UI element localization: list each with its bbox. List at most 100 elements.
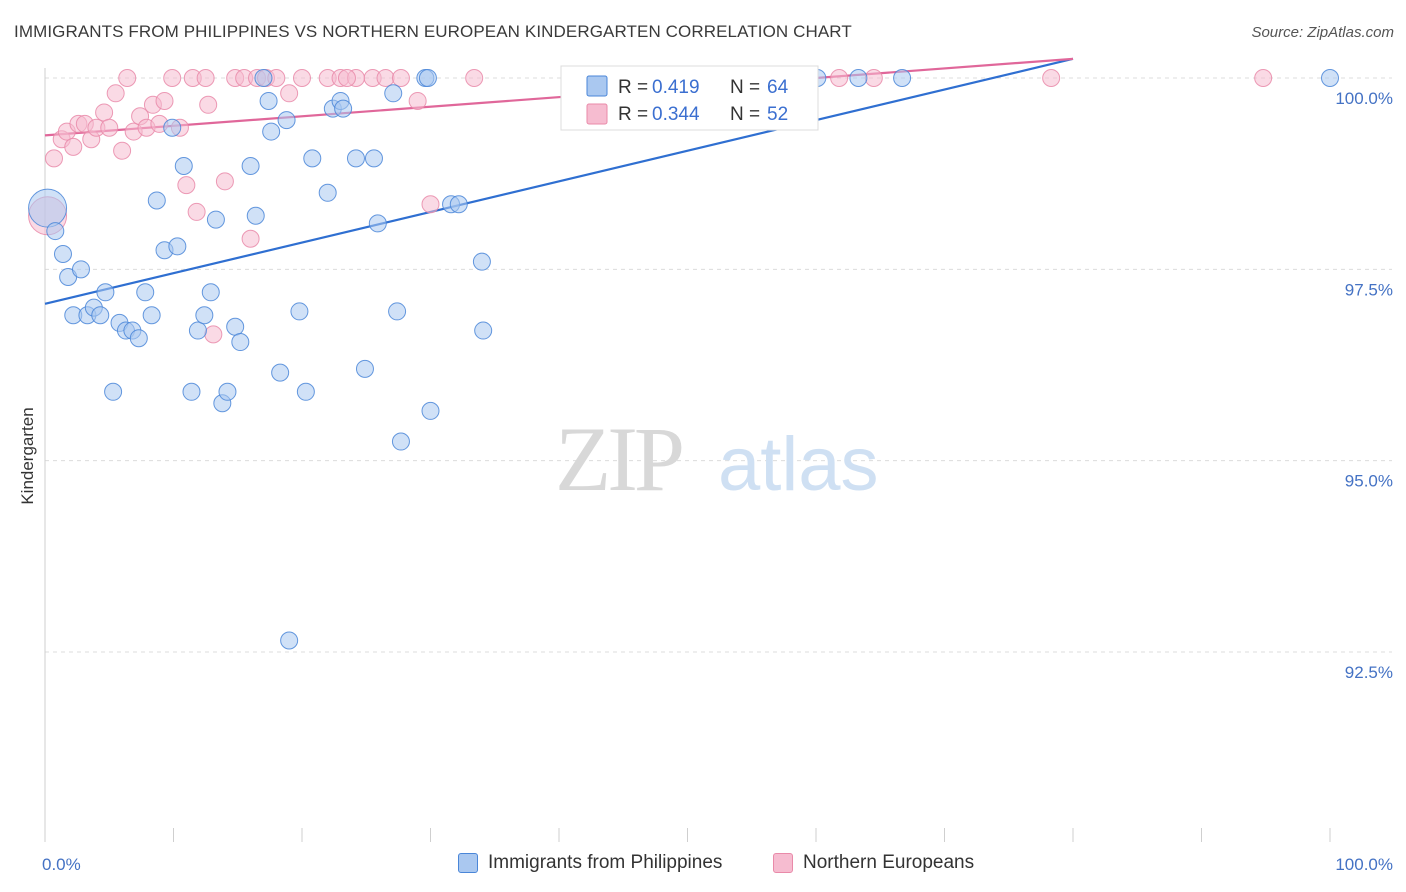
philippines-point	[136, 283, 155, 302]
legend-label-northern: Northern Europeans	[803, 852, 975, 873]
northern-point	[163, 69, 182, 87]
philippines-point	[418, 69, 437, 87]
northern-point	[113, 141, 132, 160]
philippines-point	[246, 206, 265, 225]
philippines-point	[53, 245, 72, 264]
legend-item-philippines: Immigrants from Philippines	[458, 852, 722, 874]
northern-point	[1042, 69, 1061, 87]
philippines-point	[384, 84, 403, 103]
philippines-point	[226, 317, 245, 336]
northern-point	[155, 91, 174, 110]
correlation-legend: R = 0.419 N = 64 R = 0.344 N = 52	[560, 65, 819, 131]
legend-n-label-1: N =	[730, 77, 760, 98]
philippines-point	[188, 321, 207, 340]
philippines-point	[849, 69, 868, 87]
watermark-atlas: atlas	[718, 422, 879, 507]
philippines-point	[355, 359, 374, 378]
philippines-point	[388, 302, 407, 321]
series-legend: Immigrants from Philippines Northern Eur…	[0, 852, 1406, 878]
northern-point	[465, 69, 484, 87]
philippines-point	[201, 283, 220, 302]
northern-point	[1254, 69, 1273, 87]
legend-r-label-1: R =	[618, 77, 648, 98]
northern-trend-line	[44, 57, 1074, 137]
philippines-point	[893, 69, 912, 87]
legend-n-value-2: 52	[767, 104, 788, 125]
philippines-point	[474, 321, 493, 340]
philippines-point	[129, 329, 148, 348]
legend-swatch-northern	[586, 103, 608, 125]
y-tick-label: 97.5%	[1345, 280, 1393, 299]
northern-point	[106, 84, 125, 103]
philippines-point	[262, 122, 281, 141]
philippines-point	[364, 149, 383, 168]
philippines-point	[96, 283, 115, 302]
philippines-point	[163, 118, 182, 137]
philippines-point	[28, 188, 68, 228]
y-tick-label: 100.0%	[1335, 89, 1393, 108]
northern-point	[199, 95, 218, 114]
northern-point	[241, 229, 260, 248]
philippines-point	[168, 237, 187, 256]
legend-item-northern: Northern Europeans	[773, 852, 974, 874]
philippines-point	[206, 210, 225, 229]
legend-swatch-philippines	[586, 75, 608, 97]
northern-point	[204, 325, 223, 344]
data-points	[28, 69, 1339, 650]
trend-lines	[44, 57, 1074, 305]
northern-point	[391, 69, 410, 87]
philippines-trend-line	[44, 57, 1074, 305]
y-axis-label: Kindergarten	[18, 407, 37, 504]
northern-point	[95, 103, 114, 122]
legend-r-value-1: 0.419	[652, 77, 700, 98]
northern-point	[187, 202, 206, 221]
philippines-point	[218, 382, 237, 401]
legend-r-label-2: R =	[618, 104, 648, 125]
philippines-point	[195, 306, 214, 325]
philippines-point	[271, 363, 290, 382]
philippines-point	[334, 99, 353, 118]
philippines-point	[231, 333, 250, 352]
philippines-point	[71, 260, 90, 279]
legend-r-value-2: 0.344	[652, 104, 700, 125]
legend-label-philippines: Immigrants from Philippines	[488, 852, 723, 873]
philippines-point	[104, 382, 123, 401]
axes	[44, 68, 1331, 842]
legend-swatch	[458, 853, 478, 873]
philippines-point	[147, 191, 166, 210]
philippines-point	[421, 401, 440, 420]
philippines-point	[303, 149, 322, 168]
philippines-point	[391, 432, 410, 451]
northern-point	[44, 149, 63, 168]
northern-point	[408, 91, 427, 110]
legend-n-value-1: 64	[767, 77, 789, 98]
philippines-point	[277, 111, 296, 130]
northern-point	[118, 69, 137, 87]
northern-point	[864, 69, 883, 87]
watermark-zip: ZIP	[555, 408, 682, 510]
philippines-point	[1321, 69, 1339, 87]
watermark: ZIP atlas	[555, 408, 879, 510]
x-tick-label: 0.0%	[42, 855, 81, 874]
philippines-point	[142, 306, 161, 325]
legend-n-label-2: N =	[730, 104, 760, 125]
philippines-point	[449, 195, 468, 214]
y-tick-label: 92.5%	[1345, 663, 1393, 682]
philippines-point	[241, 157, 260, 176]
philippines-point	[254, 69, 273, 87]
source-label: Source: ZipAtlas.com	[1251, 24, 1394, 41]
northern-point	[280, 84, 299, 103]
philippines-point	[280, 631, 299, 650]
legend-swatch	[773, 853, 793, 873]
philippines-point	[368, 214, 387, 233]
northern-point	[376, 69, 395, 87]
y-tick-label: 95.0%	[1345, 472, 1393, 491]
philippines-point	[182, 382, 201, 401]
philippines-point	[290, 302, 309, 321]
philippines-point	[296, 382, 315, 401]
philippines-point	[346, 149, 365, 168]
x-tick-label: 100.0%	[1335, 855, 1393, 874]
tick-labels: 100.0% 97.5% 95.0% 92.5% 0.0% 100.0%	[42, 89, 1393, 874]
philippines-point	[91, 306, 110, 325]
